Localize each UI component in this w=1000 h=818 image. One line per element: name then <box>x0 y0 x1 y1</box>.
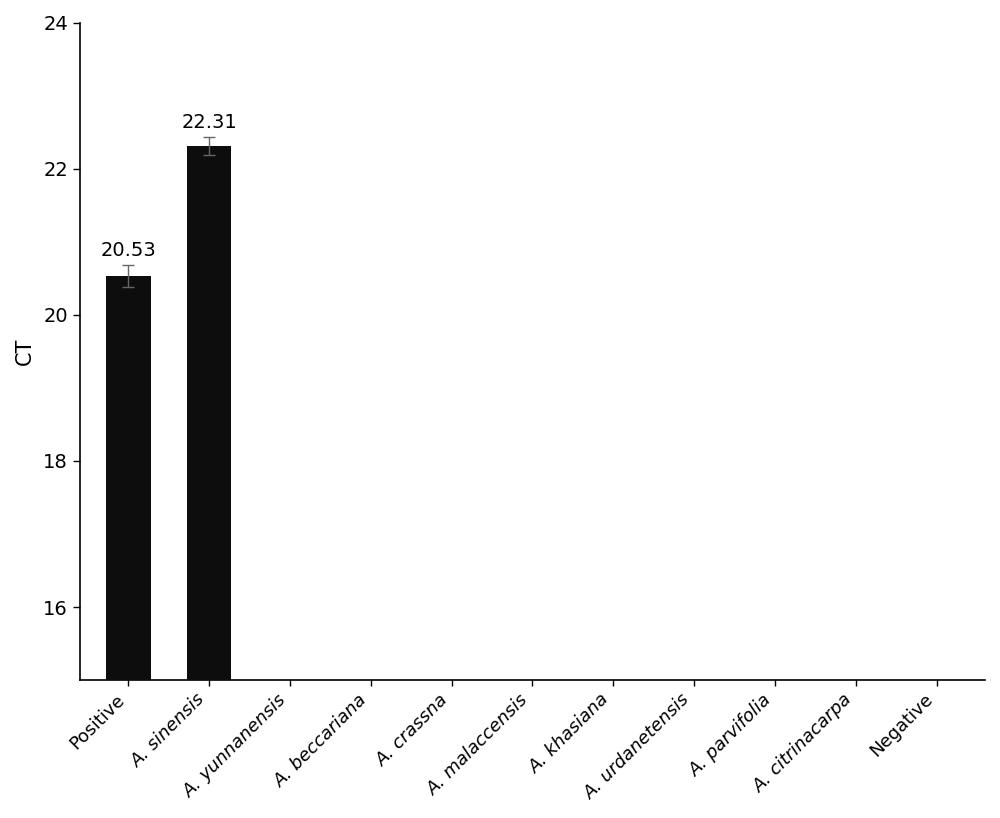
Bar <box>106 276 151 680</box>
Text: 22.31: 22.31 <box>181 113 237 132</box>
Text: 20.53: 20.53 <box>101 241 156 260</box>
Y-axis label: CT: CT <box>15 338 35 365</box>
Bar <box>187 146 231 680</box>
